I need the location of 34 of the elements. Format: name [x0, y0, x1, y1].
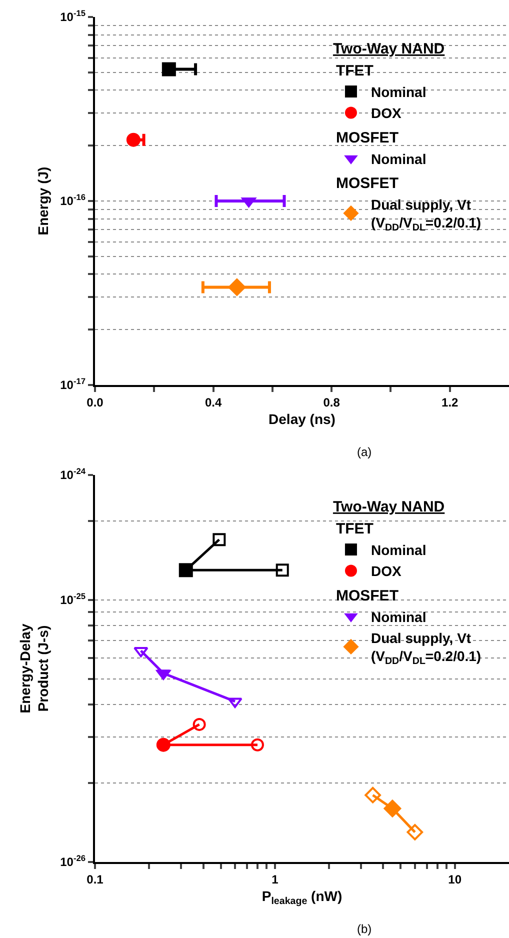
y-tick-label: 10$^{-17}$	[60, 376, 86, 392]
legend-label: Nominal	[370, 542, 426, 558]
legend-label: Nominal	[370, 150, 426, 167]
annotation: MOSFET	[336, 175, 398, 192]
annotation: TFET	[336, 520, 374, 538]
y-tick-label: 10$^{-16}$	[60, 192, 86, 208]
y-tick-label: 10$^{-25}$	[60, 591, 86, 608]
x-tick-label: 1	[272, 872, 279, 886]
legend-title: Two-Way NAND	[332, 498, 445, 516]
x-axis-title: P$_{leakage}$ (nW)	[262, 888, 342, 908]
y-tick-label: 10$^{-15}$	[60, 8, 86, 24]
text: (a)	[357, 445, 372, 459]
x-axis-title: Delay (ns)	[268, 411, 336, 428]
y-axis-title: Energy (J)	[35, 166, 52, 236]
x-tick-label: 0.4	[204, 395, 222, 410]
annotation: MOSFET	[336, 587, 398, 604]
x-tick-label: 0.1	[86, 872, 104, 886]
legend-label: DOX	[370, 563, 402, 580]
text: (b)	[357, 922, 372, 936]
x-tick-label: 0.0	[86, 395, 104, 410]
legend-label: DOX	[370, 105, 402, 122]
legend-label: Dual supply, Vt (V$_{DD}$/V$_{DL}$=0.2/0.1)	[370, 196, 482, 234]
y-tick-label: 10$^{-24}$	[60, 466, 86, 482]
x-tick-label: 1.2	[442, 395, 459, 410]
legend-label: Nominal	[370, 608, 426, 625]
x-tick-label: 0.8	[323, 395, 340, 410]
annotation: TFET	[336, 62, 374, 80]
legend-title: Two-Way NAND	[332, 40, 445, 58]
annotation: MOSFET	[336, 129, 398, 146]
x-tick-label: 10	[448, 872, 462, 886]
legend-label: Dual supply, Vt (V$_{DD}$/V$_{DL}$=0.2/0.1)	[370, 630, 482, 668]
legend-label: Nominal	[370, 84, 426, 100]
y-axis-title: Energy-Delay Product (J-s)	[17, 624, 52, 714]
y-tick-label: 10$^{-26}$	[60, 853, 86, 870]
